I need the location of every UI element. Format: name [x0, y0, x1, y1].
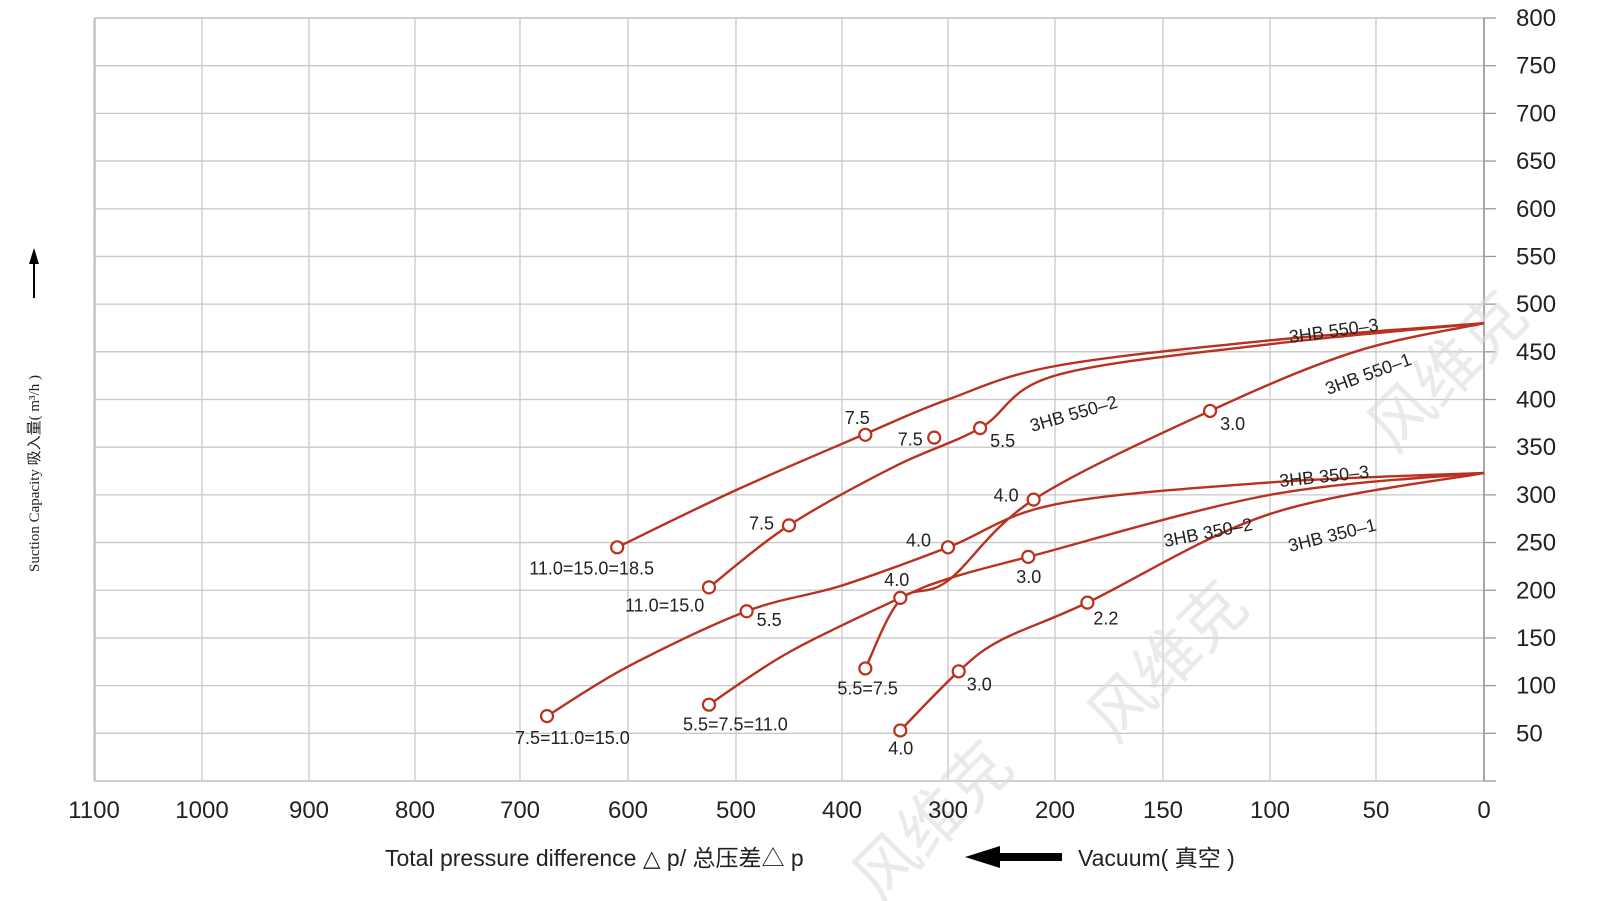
- marker-label: 4.0: [906, 530, 931, 550]
- marker-label: 7.5: [845, 408, 870, 428]
- x-tick-label: 100: [1250, 797, 1290, 824]
- marker-label: 5.5: [757, 610, 782, 630]
- marker-label: 7.5: [749, 513, 774, 533]
- y-axis-title-group: Suction Capacity 吸入量( m³/h ): [27, 375, 43, 572]
- y-tick-label: 800: [1516, 5, 1556, 32]
- marker-label: 4.0: [884, 570, 909, 590]
- y-tick-label: 250: [1516, 530, 1556, 557]
- y-tick-label: 750: [1516, 53, 1556, 80]
- y-tick-label: 600: [1516, 196, 1556, 223]
- x-tick-label: 700: [500, 797, 540, 824]
- marker-label: 3.0: [967, 674, 992, 694]
- x-tick-label: 0: [1477, 797, 1490, 824]
- y-tick-label: 650: [1516, 148, 1556, 175]
- up-arrow-icon: [29, 248, 39, 298]
- x-axis-secondary-title: Vacuum( 真空 ): [1078, 845, 1235, 871]
- data-marker: [1026, 492, 1041, 507]
- marker-label: 3.0: [1220, 414, 1245, 434]
- data-marker: [1021, 549, 1036, 564]
- x-tick-label: 150: [1143, 797, 1183, 824]
- marker-label: 4.0: [888, 738, 913, 758]
- data-marker: [539, 709, 555, 724]
- data-marker: [858, 427, 873, 442]
- y-tick-labels: 800 750 700 650 600 550 500 450 400 350 300 250 200 1…: [1516, 5, 1556, 747]
- series-label: 3HB 350–2: [1162, 514, 1254, 551]
- y-tick-label: 200: [1516, 577, 1556, 604]
- y-tick-label: 550: [1516, 243, 1556, 270]
- marker-label: 7.5=11.0=15.0: [515, 728, 630, 748]
- marker-label: 11.0=15.0=18.5: [529, 558, 654, 578]
- x-axis-title: Total pressure difference △ p/ 总压差△ p: [385, 845, 804, 871]
- data-marker: [893, 723, 908, 738]
- y-tick-label: 100: [1516, 673, 1556, 700]
- series-label: 3HB 550–3: [1288, 315, 1380, 347]
- data-marker: [858, 661, 873, 676]
- y-tick-label: 150: [1516, 625, 1556, 652]
- x-tick-label: 1100: [68, 797, 120, 824]
- series-label: 3HB 350–1: [1286, 515, 1378, 556]
- data-marker: [701, 580, 717, 595]
- x-tick-label: 600: [608, 797, 648, 824]
- data-marker: [610, 540, 625, 555]
- x-tick-label: 300: [928, 797, 968, 824]
- data-marker: [893, 590, 908, 605]
- y-tick-label: 700: [1516, 100, 1556, 127]
- data-marker: [951, 664, 966, 679]
- series-line: [708, 471, 1485, 706]
- y-axis-title: Suction Capacity 吸入量( m³/h ): [27, 375, 43, 572]
- x-tick-label: 500: [716, 797, 756, 824]
- data-marker: [781, 518, 797, 533]
- y-tick-label: 450: [1516, 339, 1556, 366]
- y-tick-label: 300: [1516, 482, 1556, 509]
- marker-label: 3.0: [1016, 567, 1041, 587]
- x-tick-label: 1000: [175, 797, 228, 824]
- data-marker: [1080, 595, 1095, 610]
- marker-label: 4.0: [994, 486, 1019, 506]
- series-label: 3HB 550–2: [1028, 392, 1120, 436]
- marker-label: 5.5: [990, 431, 1015, 451]
- marker-labels: 7.5 7.5 5.5 3.0 4.0 7.5 11.0=15.0=18.5 4.0 3.0 11…: [515, 408, 1245, 759]
- x-tick-label: 200: [1035, 797, 1075, 824]
- x-tick-labels: 1100 1000 900 800 700 600 500 400 300 200 150 100 50…: [68, 797, 1490, 824]
- series-line: [546, 471, 1485, 718]
- x-tick-label: 50: [1363, 797, 1390, 824]
- x-tick-label: 800: [395, 797, 435, 824]
- data-marker: [940, 540, 956, 555]
- marker-label: 5.5=7.5=11.0: [683, 715, 788, 735]
- x-tick-label: 400: [822, 797, 862, 824]
- data-marker: [972, 421, 988, 436]
- marker-label: 2.2: [1093, 609, 1118, 629]
- series-line: [616, 322, 1485, 549]
- y-tick-label: 500: [1516, 291, 1556, 318]
- data-marker: [927, 430, 942, 445]
- y-tick-label: 400: [1516, 387, 1556, 414]
- marker-label: 11.0=15.0: [625, 595, 704, 615]
- y-tick-label: 50: [1516, 720, 1543, 747]
- data-markers: [539, 403, 1218, 738]
- data-marker: [1202, 403, 1218, 419]
- y-tick-label: 350: [1516, 434, 1556, 461]
- marker-label: 7.5: [898, 430, 923, 450]
- grid: [93, 17, 1496, 782]
- marker-label: 5.5=7.5: [837, 678, 898, 698]
- x-tick-label: 900: [289, 797, 329, 824]
- data-marker: [739, 604, 754, 619]
- left-arrow-icon: [965, 846, 1062, 868]
- data-marker: [701, 697, 717, 712]
